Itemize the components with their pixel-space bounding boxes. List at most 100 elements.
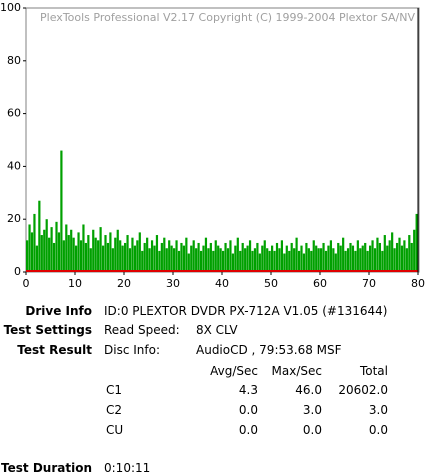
bar [315,245,318,272]
y-tick-label: 100 [0,1,21,14]
bar [271,245,274,272]
bar [386,245,389,272]
bar [133,245,137,272]
bar [158,250,161,272]
bar [214,240,217,272]
bar [160,242,163,272]
bar [60,150,63,272]
bar [268,250,271,272]
bar [62,240,65,272]
bar [346,248,350,272]
bar [40,235,43,272]
bar [173,248,176,272]
bar [351,245,355,272]
bar [104,235,107,272]
bar [148,248,151,272]
bar [403,240,406,272]
bar [209,242,212,272]
bar [283,253,286,272]
y-tick-label: 80 [7,54,21,67]
bar [50,227,53,272]
x-tick-label: 20 [117,277,131,290]
bar [275,242,279,272]
table-cell: 46.0 [295,383,322,397]
bar [121,245,124,272]
bar [334,253,337,272]
table-cell: 0.0 [302,423,322,437]
x-tick-label: 70 [362,277,376,290]
bar [170,245,173,272]
bar [212,250,215,272]
bar [280,240,284,272]
x-tick-label: 10 [68,277,82,290]
bar [97,240,100,272]
bar [222,250,225,272]
bar [381,250,384,272]
bar [195,248,198,272]
bar [204,237,208,272]
bar [26,240,29,272]
bar [89,248,92,272]
bar [82,224,85,272]
bar [366,250,369,272]
value: 0:10:11 [104,461,151,475]
label: Drive Info [25,304,92,318]
bar [165,248,168,272]
bar [400,245,404,272]
bar [253,248,257,272]
bar [126,235,129,272]
bar [128,248,132,272]
bar [231,253,235,272]
y-tick-label: 20 [7,212,21,225]
bar [361,245,364,272]
x-tick-label: 40 [215,277,229,290]
bar [79,240,83,272]
table-cell: 0.0 [238,403,258,417]
bar [111,248,114,272]
bar [109,232,112,272]
bar [241,242,244,272]
bar [180,242,183,272]
bar [266,248,269,272]
bar [101,245,105,272]
x-tick-label: 30 [166,277,180,290]
bar [224,242,227,272]
bar [65,224,68,272]
bar [150,240,154,272]
label: Test Duration [1,461,92,475]
bar [290,242,293,272]
y-tick-label: 60 [7,107,21,120]
bar [84,242,88,272]
bar [376,237,379,272]
bar [187,253,190,272]
bar [146,237,149,272]
bar [410,242,413,272]
bar [371,240,374,272]
bar [373,248,377,272]
y-tick-label: 0 [14,265,21,278]
bar [236,237,239,272]
bar [322,242,325,272]
table-cell: CU [106,423,124,437]
table-cell: 3.0 [302,403,322,417]
bar [248,240,252,272]
bar [48,237,51,272]
bar [369,245,372,272]
bar [177,250,181,272]
bar [339,245,342,272]
label: Test Result [17,343,92,357]
bar [317,248,320,272]
bar [342,237,345,272]
bar [359,248,362,272]
bar [153,245,156,272]
bar [45,219,48,272]
bar [114,237,117,272]
bar [293,248,296,272]
bar [141,250,144,272]
bar [413,229,416,272]
bar [75,245,78,272]
bar [229,240,232,272]
bar [344,250,347,272]
bar [72,237,75,272]
bar [77,232,80,272]
